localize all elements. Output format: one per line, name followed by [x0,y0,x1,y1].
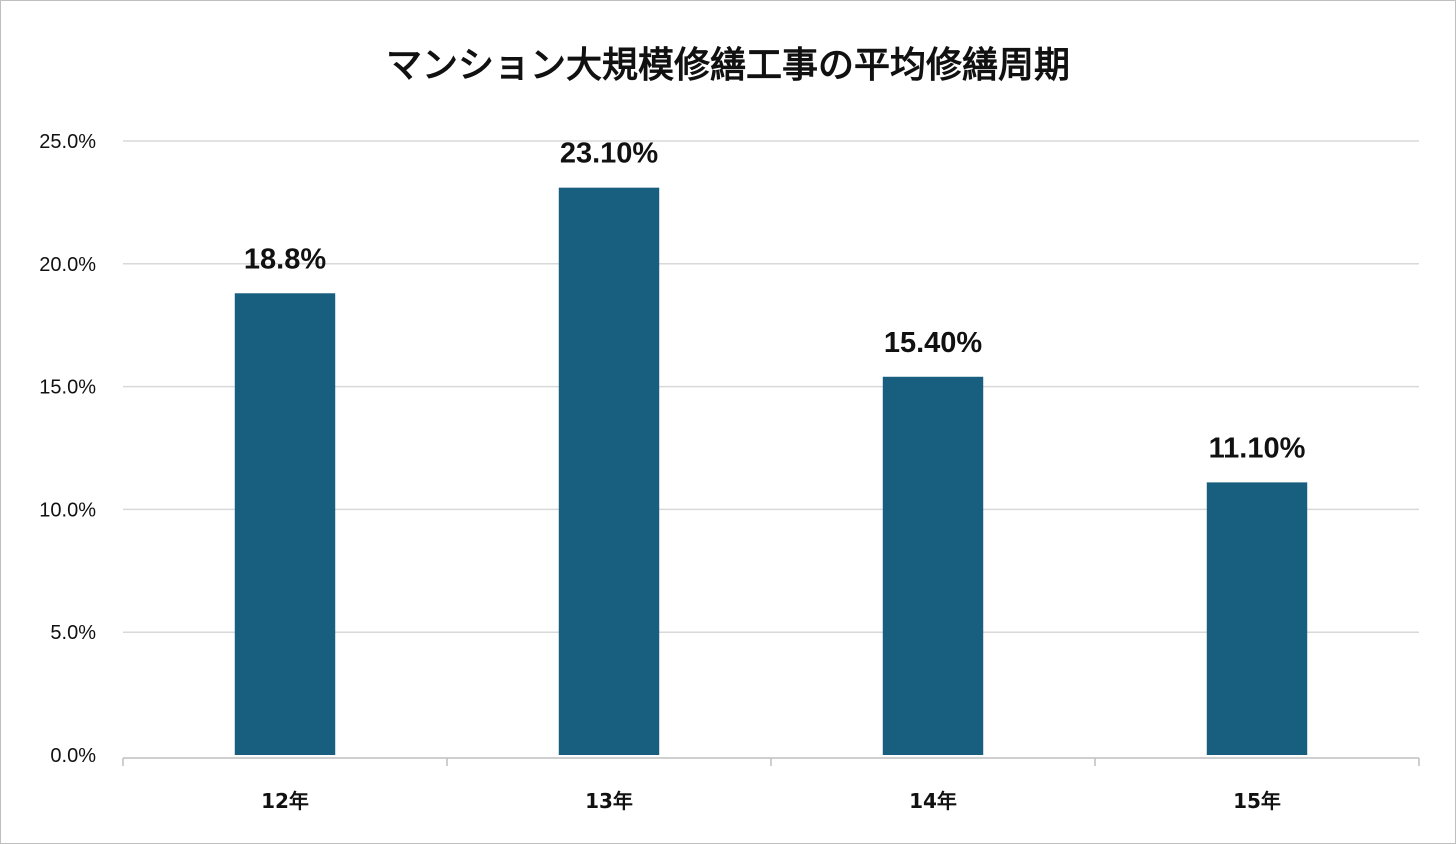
bar [234,293,336,755]
data-label: 15.40% [884,327,983,359]
y-tick-label: 10.0% [39,499,96,521]
x-axis-ticks: 12年 13年 14年 15年 [261,789,1281,813]
y-tick-label: 5.0% [50,622,96,644]
x-tick-label: 13年 [585,789,633,813]
data-label: 18.8% [244,243,326,275]
bars [234,187,1308,755]
chart-title: マンション大規模修繕工事の平均修繕周期 [386,45,1070,86]
x-tick-label: 15年 [1233,789,1281,813]
data-label: 23.10% [560,138,659,170]
bar [1206,482,1308,755]
y-tick-label: 20.0% [39,254,96,276]
y-tick-label: 25.0% [39,131,96,153]
data-label: 11.10% [1209,432,1306,464]
bar [558,187,660,755]
y-tick-label: 15.0% [39,377,96,399]
y-axis-ticks: 0.0% 5.0% 10.0% 15.0% 20.0% 25.0% [39,131,96,767]
x-tick-label: 12年 [261,789,309,813]
bar [882,376,984,755]
gridlines [123,140,1419,633]
x-axis [122,757,1420,766]
y-tick-label: 0.0% [50,745,96,767]
data-labels: 18.8% 23.10% 15.40% 11.10% [244,138,1306,465]
x-tick-label: 14年 [909,789,957,813]
